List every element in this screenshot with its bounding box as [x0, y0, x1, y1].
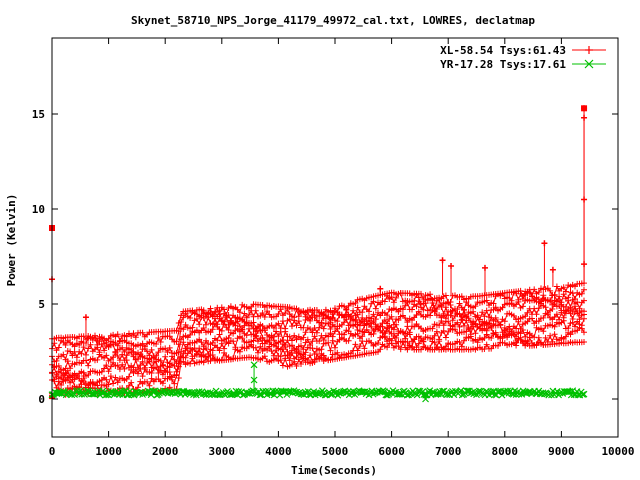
x-tick-label-9: 9000: [548, 445, 575, 458]
series-xl: [49, 105, 588, 400]
plot-frame: [51, 37, 619, 438]
x-tick-label-5: 5000: [322, 445, 349, 458]
series-xl-outlier-10: [581, 114, 588, 121]
y-axis-label: Power (Kelvin): [5, 194, 18, 287]
series-xl-outlier-7: [541, 240, 548, 247]
y-tick-label-2: 10: [32, 203, 45, 216]
x-axis-label: Time(Seconds): [291, 464, 377, 477]
x-tick-label-2: 2000: [152, 445, 179, 458]
series-xl-peak-1: [581, 105, 588, 112]
axis-ticks: 0 1000 2000 3000 4000 5000 6000 7000 8000 9000 100…: [32, 38, 635, 458]
x-tick-label-4: 4000: [265, 445, 292, 458]
series-xl-outlier-8: [549, 266, 556, 273]
series-xl-outlier-2: [82, 314, 89, 321]
series-xl-outlier-6: [481, 264, 488, 271]
x-tick-label-10: 10000: [601, 445, 634, 458]
x-tick-label-8: 8000: [492, 445, 519, 458]
x-tick-label-7: 7000: [435, 445, 462, 458]
series-xl-outlier-11: [581, 196, 588, 203]
series-yr-outlier-1: [250, 376, 258, 384]
x-tick-label-0: 0: [49, 445, 56, 458]
series-yr: [48, 361, 588, 403]
series-xl-outlier-5: [448, 263, 455, 269]
legend-marker-1: [584, 59, 594, 69]
x-tick-label-6: 6000: [378, 445, 405, 458]
y-tick-label-0: 0: [38, 393, 45, 406]
x-tick-label-3: 3000: [209, 445, 236, 458]
chart-title: Skynet_58710_NPS_Jorge_41179_49972_cal.t…: [131, 14, 535, 27]
series-yr-outlier-0: [250, 361, 258, 369]
y-tick-label-3: 15: [32, 108, 45, 121]
series-yr-outlier-2: [422, 395, 429, 403]
legend-label-1: YR-17.28 Tsys:17.61: [440, 58, 566, 71]
series-xl-outlier-3: [377, 285, 384, 292]
x-tick-label-1: 1000: [95, 445, 122, 458]
series-xl-outlier-12: [581, 261, 588, 268]
series-xl-outlier-4: [439, 257, 446, 264]
legend-label-0: XL-58.54 Tsys:61.43: [440, 44, 566, 57]
y-tick-label-1: 5: [38, 298, 45, 311]
plot-area: [48, 105, 588, 403]
legend-marker-0: [585, 46, 593, 54]
